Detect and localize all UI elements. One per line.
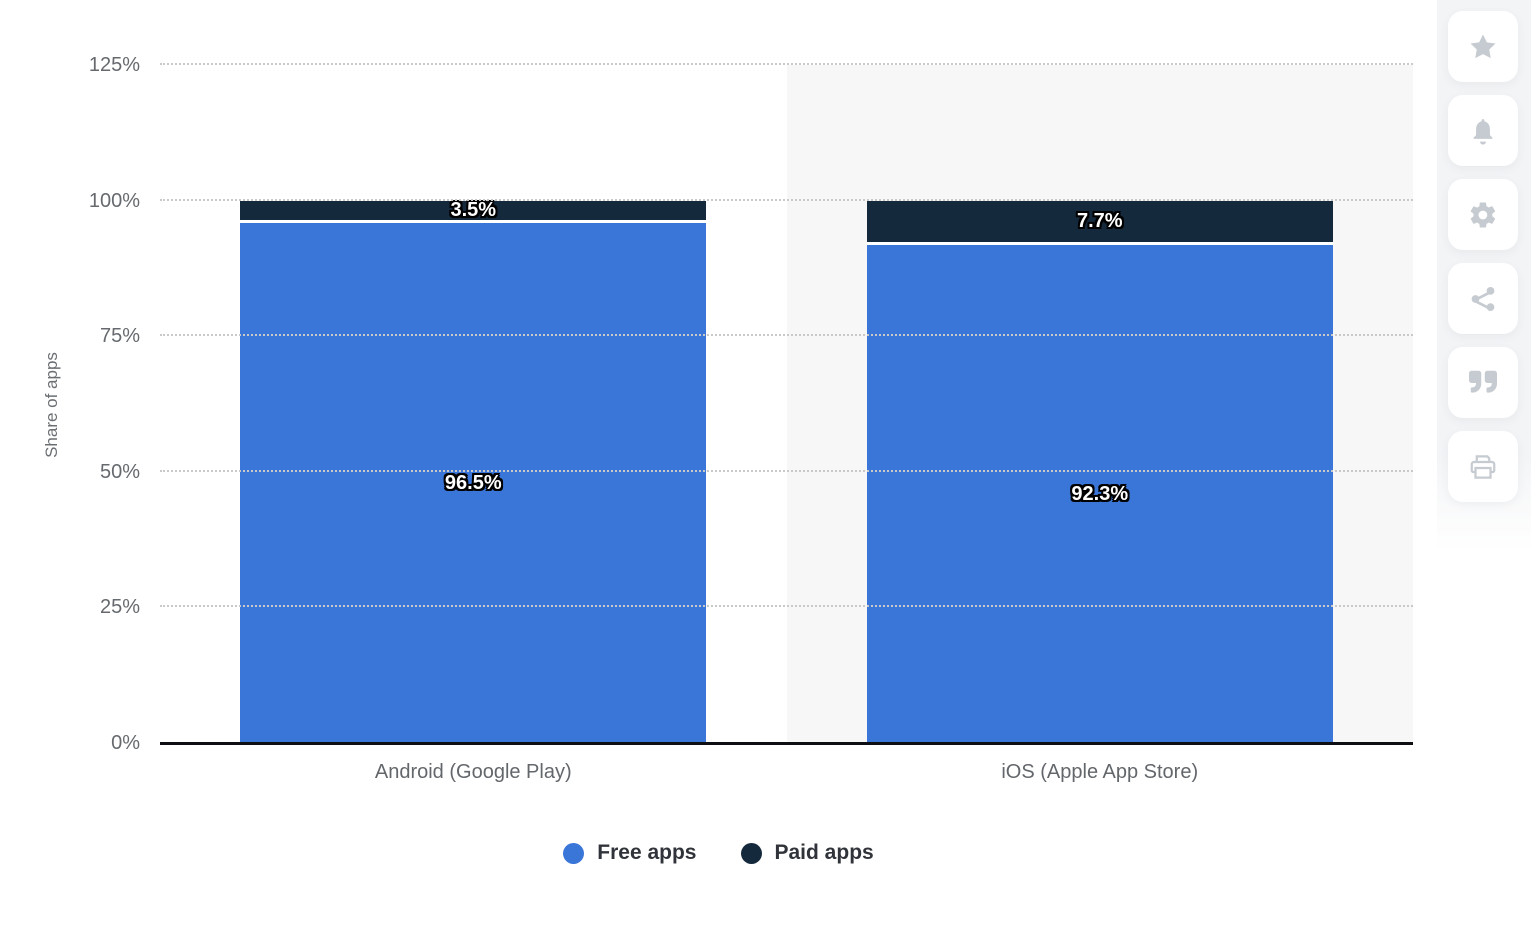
y-axis-tick-labels: 0% 25% 50% 75% 100% 125% [0, 54, 140, 754]
plot-area: 3.5% 96.5% 7.7% 92.3% [160, 63, 1413, 745]
y-tick-label: 75% [99, 325, 140, 348]
legend: Free apps Paid apps [0, 838, 1437, 868]
data-label: 96.5% [444, 471, 502, 494]
cite-button[interactable] [1448, 347, 1518, 418]
legend-item-paid-apps[interactable]: Paid apps [740, 838, 874, 868]
y-tick-label: 50% [99, 460, 140, 483]
x-axis-category-labels: Android (Google Play) iOS (Apple App Stor… [160, 761, 1413, 791]
data-label: 92.3% [1071, 483, 1129, 506]
data-label: 3.5% [450, 199, 497, 222]
star-icon [1467, 31, 1499, 63]
bell-icon [1467, 115, 1499, 147]
gridline-75 [160, 334, 1413, 337]
y-tick-label: 25% [99, 596, 140, 619]
print-button[interactable] [1448, 431, 1518, 502]
segment-free-apps[interactable]: 96.5% [240, 219, 707, 743]
segment-paid-apps[interactable]: 7.7% [866, 200, 1333, 243]
y-tick-label: 100% [88, 189, 140, 212]
gear-icon [1468, 200, 1498, 230]
legend-marker-icon [740, 842, 762, 864]
y-tick-label: 125% [88, 54, 140, 76]
settings-button[interactable] [1448, 179, 1518, 250]
action-sidebar [1437, 0, 1531, 552]
gridline-125 [160, 63, 1413, 65]
gridline-25 [160, 605, 1413, 608]
y-tick-label: 0% [111, 732, 140, 754]
gridline-50 [160, 469, 1413, 472]
legend-item-free-apps[interactable]: Free apps [563, 838, 697, 868]
segment-paid-apps[interactable]: 3.5% [240, 199, 707, 222]
share-icon [1468, 284, 1498, 314]
gridline-100 [160, 198, 1413, 201]
notification-button[interactable] [1448, 95, 1518, 166]
quote-icon [1469, 369, 1497, 397]
legend-label: Paid apps [774, 841, 874, 864]
bar-ios[interactable]: 7.7% 92.3% [866, 200, 1333, 743]
x-category-label: Android (Google Play) [374, 761, 572, 783]
legend-label: Free apps [597, 841, 697, 864]
printer-icon [1468, 452, 1498, 482]
x-axis-line [160, 742, 1413, 745]
segment-free-apps[interactable]: 92.3% [866, 242, 1333, 743]
favorite-button[interactable] [1448, 11, 1518, 82]
data-label: 7.7% [1076, 210, 1123, 233]
x-category-label: iOS (Apple App Store) [1001, 761, 1199, 783]
legend-marker-icon [563, 842, 585, 864]
share-button[interactable] [1448, 263, 1518, 334]
bar-android[interactable]: 3.5% 96.5% [240, 199, 707, 743]
